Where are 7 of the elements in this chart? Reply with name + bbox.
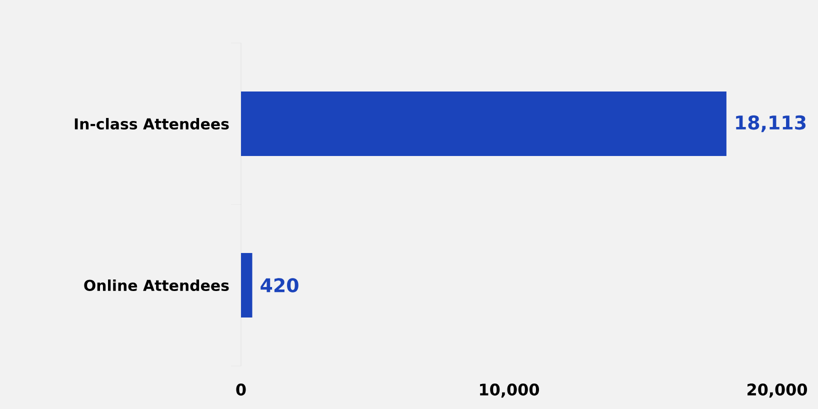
x-tick-label: 0 [236, 384, 246, 396]
y-tick-label: In-class Attendees [74, 118, 229, 130]
data-label: 18,113 [736, 115, 806, 132]
x-tick-label: 20,000 [748, 384, 808, 398]
y-tick-label: Online Attendees [84, 279, 229, 292]
data-label: 420 [260, 278, 298, 292]
x-tick-label: 10,000 [480, 384, 540, 398]
